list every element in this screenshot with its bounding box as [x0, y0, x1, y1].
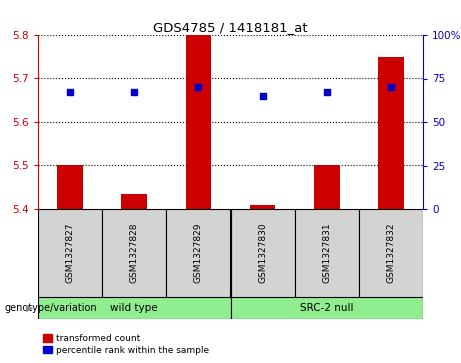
Text: GSM1327828: GSM1327828 [130, 223, 139, 283]
Bar [295, 209, 359, 297]
Bar [102, 209, 166, 297]
Bar [359, 209, 423, 297]
Text: genotype/variation: genotype/variation [5, 303, 97, 313]
Point [259, 93, 266, 99]
Text: GSM1327832: GSM1327832 [386, 223, 396, 283]
Point [130, 90, 138, 95]
Bar [378, 57, 404, 209]
Text: GSM1327831: GSM1327831 [322, 223, 331, 283]
Point [66, 90, 74, 95]
Point [323, 90, 331, 95]
Text: GSM1327829: GSM1327829 [194, 223, 203, 283]
Text: GSM1327830: GSM1327830 [258, 223, 267, 283]
Bar [250, 205, 275, 209]
Bar [230, 297, 423, 319]
Text: SRC-2 null: SRC-2 null [300, 303, 354, 313]
Legend: transformed count, percentile rank within the sample: transformed count, percentile rank withi… [42, 334, 209, 355]
Bar [230, 209, 295, 297]
Point [195, 84, 202, 90]
Bar [38, 297, 230, 319]
Bar [166, 209, 230, 297]
Text: wild type: wild type [111, 303, 158, 313]
Bar [186, 35, 211, 209]
Point [387, 84, 395, 90]
Title: GDS4785 / 1418181_at: GDS4785 / 1418181_at [153, 21, 308, 34]
Text: GSM1327827: GSM1327827 [65, 223, 75, 283]
Bar [121, 194, 147, 209]
Bar [314, 166, 340, 209]
Bar [38, 209, 102, 297]
Text: ▶: ▶ [26, 303, 33, 313]
Bar [57, 166, 83, 209]
